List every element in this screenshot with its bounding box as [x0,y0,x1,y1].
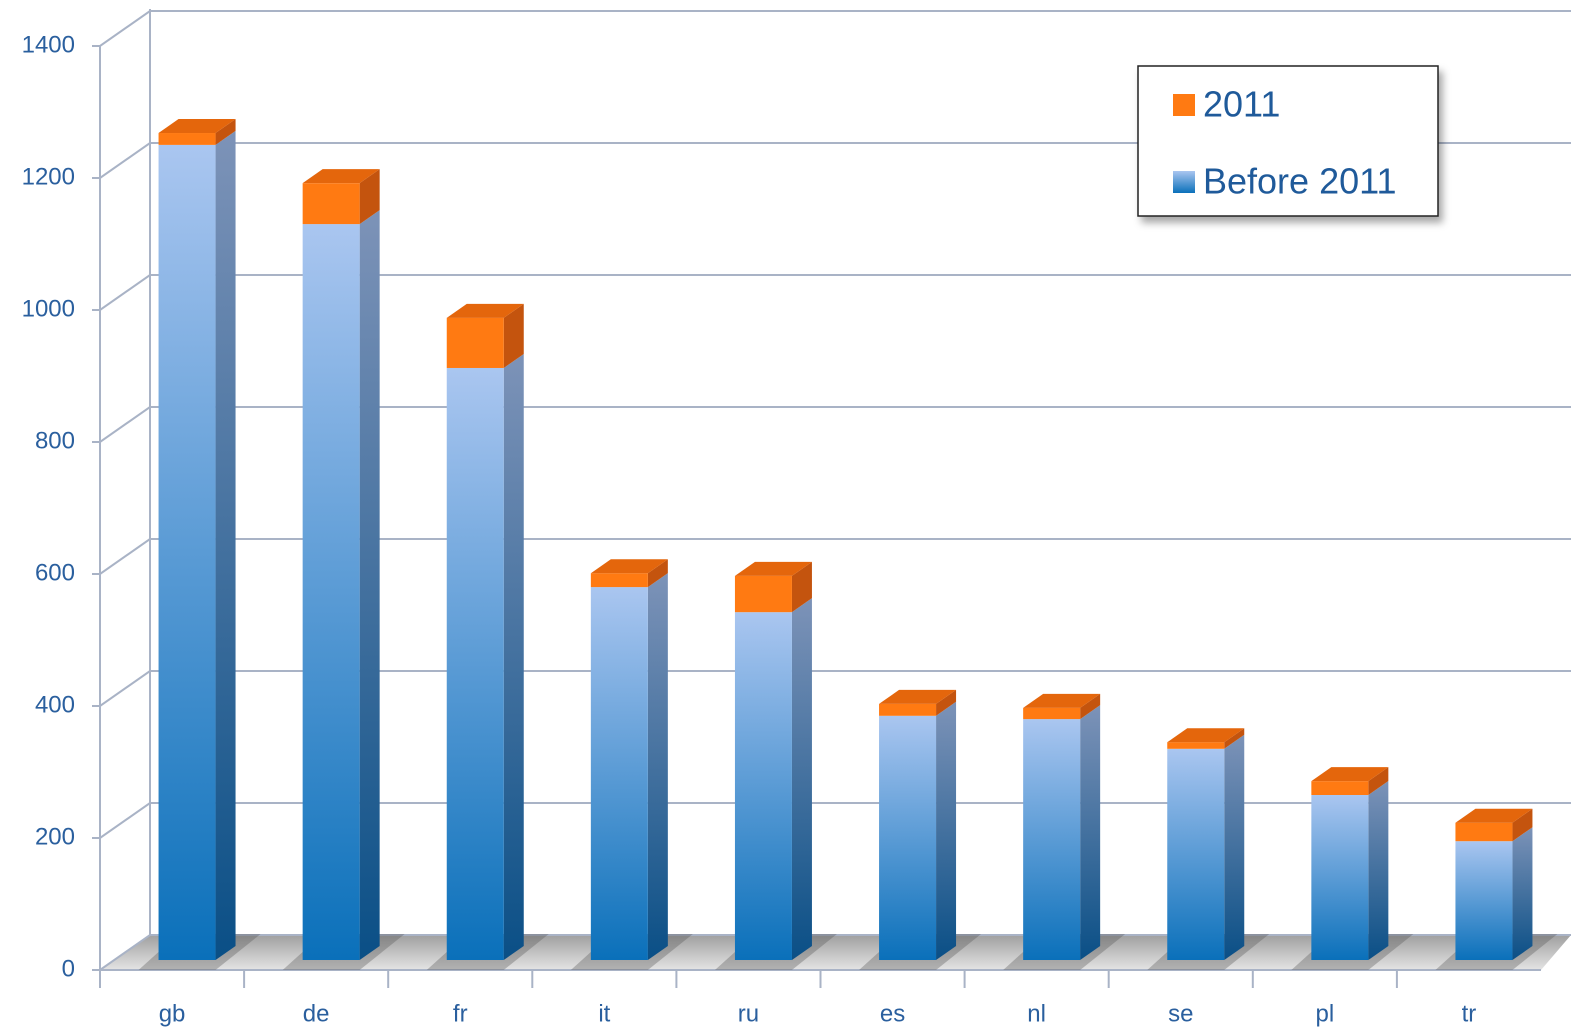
y-tick-label: 0 [62,955,75,982]
legend-label: 2011 [1203,84,1280,125]
y-tick-label: 1200 [22,163,75,190]
bar-top [1167,728,1245,743]
x-tick-label: nl [1027,1000,1046,1027]
bar [446,317,504,368]
y-tick-label: 800 [35,427,75,454]
bar-side [503,353,524,961]
bar [734,612,792,960]
bar-top [879,689,957,704]
x-tick-label: fr [453,1000,468,1027]
bar-top [446,303,524,318]
bar [302,224,360,961]
bar-side [791,561,812,613]
bar [1023,719,1081,960]
y-tick-label: 600 [35,559,75,586]
bar [1167,742,1225,749]
bar [590,587,648,960]
bar [1311,795,1369,960]
grid-line [92,142,1571,179]
bar [1455,822,1513,842]
bar-side [215,130,236,960]
legend-swatch [1173,171,1195,193]
bar [1311,781,1369,795]
x-tick-label: se [1168,1000,1193,1027]
bar-side [1224,728,1245,749]
legend: 2011 Before 2011 [1137,65,1439,217]
grid-line [92,802,1571,839]
bar-top [1023,693,1101,708]
bar [734,575,792,613]
y-tick-label: 1400 [22,31,75,58]
x-tick-label: ru [738,1000,759,1027]
legend-label: Before 2011 [1203,161,1396,202]
bar-top [302,169,380,184]
bar [446,367,504,961]
bar-side [1512,808,1533,842]
grid-line [92,934,1571,971]
bar-top [1455,808,1533,823]
grid-line [92,274,1571,311]
bar [879,715,937,960]
bar-side [1512,827,1533,960]
bar-side [1080,705,1101,960]
bar-side [647,559,668,588]
bar [158,133,216,145]
bar-side [791,598,812,960]
x-tick-label: pl [1316,1000,1335,1027]
grid-line [92,406,1571,443]
y-tick-label: 1000 [22,295,75,322]
bar-top [590,559,668,574]
bar [1023,707,1081,720]
grid-line [92,538,1571,575]
bar [158,144,216,960]
bar [1455,841,1513,960]
bar-side [1224,734,1245,960]
x-tick-label: tr [1462,1000,1477,1027]
x-tick-label: es [880,1000,905,1027]
bar-top [1311,767,1389,782]
bar-side [936,701,957,960]
bar-side [215,119,236,145]
bars [138,119,1558,970]
bar-side [503,303,524,368]
grid-line [92,10,1571,47]
y-tick-label: 400 [35,691,75,718]
bar-top [734,561,812,576]
bar-side [1080,693,1101,720]
bar [590,573,648,588]
bar-side [1368,781,1389,960]
bar-side [1368,767,1389,795]
bar-top [158,119,236,134]
x-tick-label: it [598,1000,610,1027]
bar-side [647,573,668,960]
x-tick-label: de [303,1000,330,1027]
bar [879,703,937,716]
y-tick-label: 200 [35,823,75,850]
x-tick-label: gb [159,1000,186,1027]
grid-line [92,670,1571,707]
bar-side [359,210,380,961]
bar-side [359,169,380,225]
bar [1167,748,1225,960]
bar [302,183,360,225]
legend-swatch [1173,94,1195,116]
bar-side [936,689,957,716]
